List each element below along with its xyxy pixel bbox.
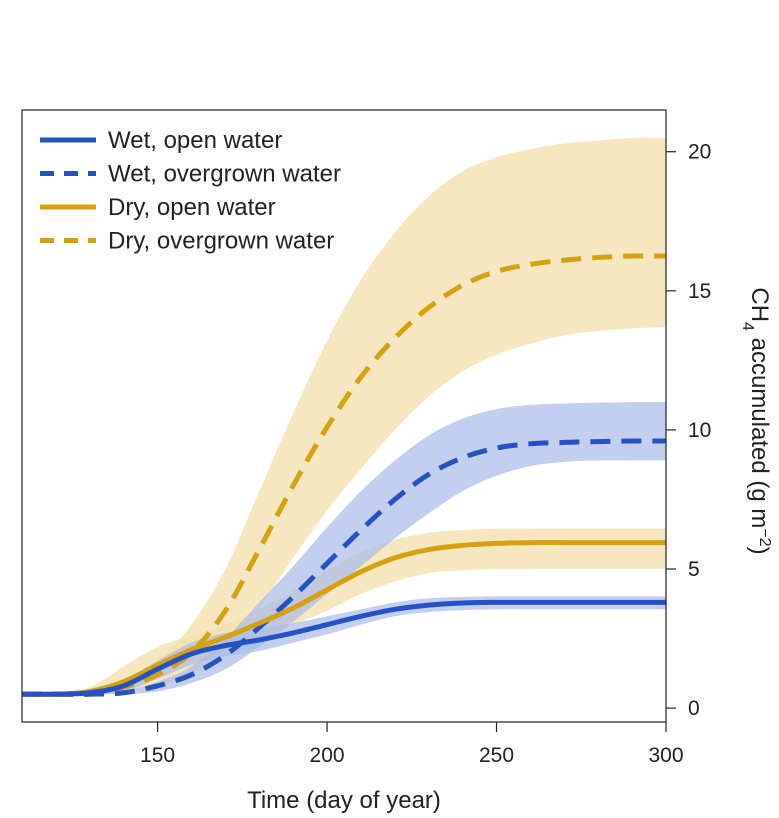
x-axis-ticks: 150 200 250 300 (140, 722, 684, 767)
series-line-1 (21, 599, 666, 697)
y-tick-label: 5 (688, 558, 700, 581)
legend: Wet, open water Wet, overgrown water Dry, … (40, 127, 341, 255)
plot-frame (21, 109, 667, 723)
legend-label-4: Dry, overgrown water (108, 228, 334, 255)
y-axis-title: CH4 accumulated (g m−2) (740, 287, 774, 554)
y-tick-label: 20 (688, 141, 711, 164)
confidence-band-1 (22, 596, 666, 695)
x-tick-label: 150 (140, 744, 175, 767)
y-axis-title-superscript: −2 (757, 528, 774, 546)
y-tick-label: 15 (688, 280, 711, 303)
legend-label-2: Wet, overgrown water (108, 161, 341, 188)
confidence-band-2 (22, 402, 666, 695)
y-axis-title-subscript: 4 (740, 322, 757, 331)
series-lines (21, 253, 667, 698)
confidence-band-4 (22, 137, 666, 696)
legend-label-3: Dry, open water (108, 194, 276, 221)
y-tick-label: 10 (688, 419, 711, 442)
legend-label-1: Wet, open water (108, 127, 282, 154)
x-tick-label: 300 (648, 744, 683, 767)
x-tick-label: 250 (479, 744, 514, 767)
y-tick-label: 0 (688, 697, 700, 720)
x-tick-label: 200 (310, 744, 345, 767)
y-axis-title-main: CH (746, 287, 773, 322)
y-axis-title-close: ) (746, 547, 773, 555)
series-line-2 (21, 438, 667, 697)
series-line-3 (21, 540, 666, 697)
y-axis-ticks: 0 5 10 15 20 (666, 141, 711, 720)
y-axis-title-rest: accumulated (g m (746, 331, 773, 528)
x-axis-title: Time (day of year) (247, 787, 441, 814)
confidence-bands (22, 137, 666, 696)
